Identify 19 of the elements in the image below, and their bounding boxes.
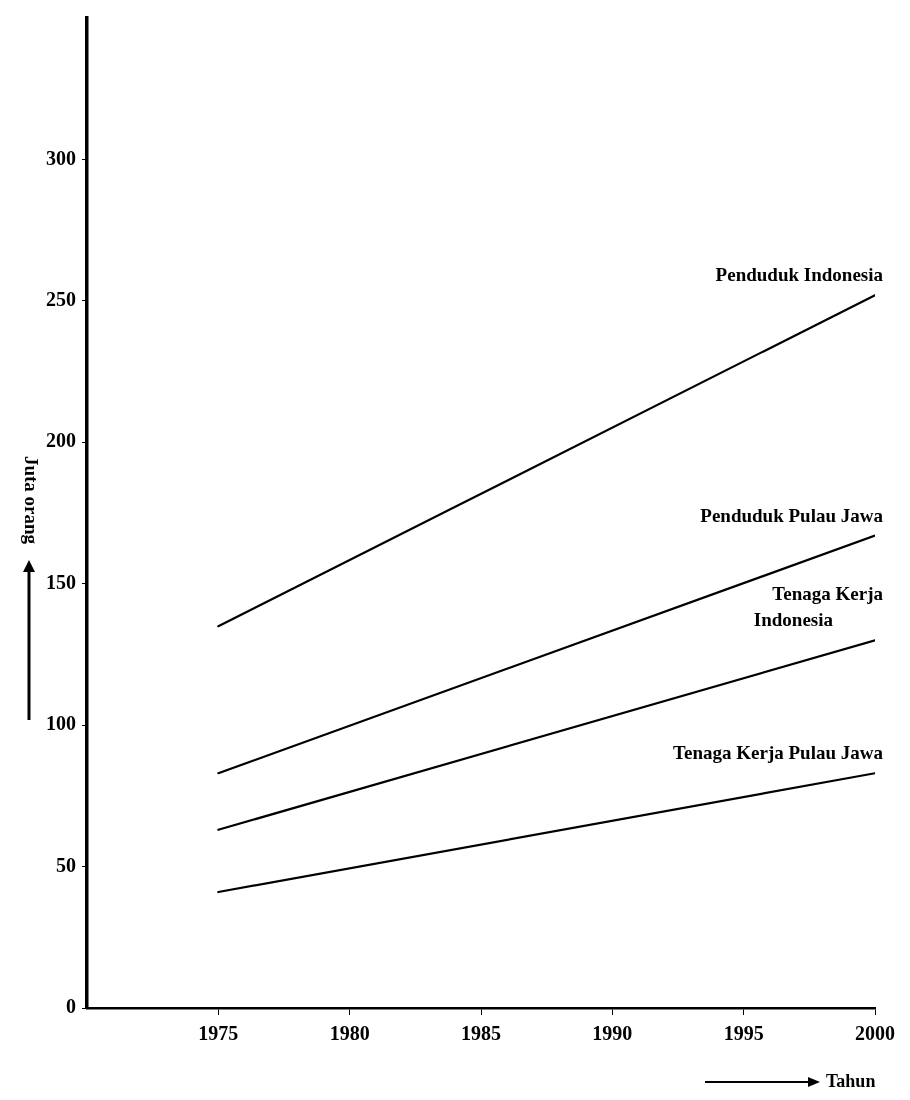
- x-tick-label: 1980: [329, 1022, 370, 1045]
- series-label: Penduduk Indonesia: [715, 264, 884, 286]
- y-tick-label: 0: [66, 995, 76, 1018]
- y-axis-title: Juta orang: [21, 455, 43, 545]
- y-tick-label: 100: [46, 712, 76, 735]
- y-tick-label: 50: [56, 853, 76, 876]
- y-tick-label: 300: [46, 146, 76, 169]
- x-tick-label: 2000: [855, 1022, 895, 1045]
- series-label: Tenaga Kerja Indonesia: [753, 583, 884, 631]
- x-axis-title: Tahun: [826, 1070, 876, 1091]
- y-tick-label: 200: [46, 429, 76, 452]
- x-tick-label: 1995: [723, 1022, 764, 1045]
- y-tick-label: 250: [46, 288, 76, 311]
- series-label: Tenaga Kerja Pulau Jawa: [673, 742, 884, 764]
- series-label: Penduduk Pulau Jawa: [700, 504, 884, 526]
- x-tick-label: 1990: [592, 1022, 633, 1045]
- x-tick-label: 1975: [198, 1022, 239, 1045]
- y-tick-label: 150: [46, 570, 76, 593]
- x-tick-label: 1985: [461, 1022, 501, 1045]
